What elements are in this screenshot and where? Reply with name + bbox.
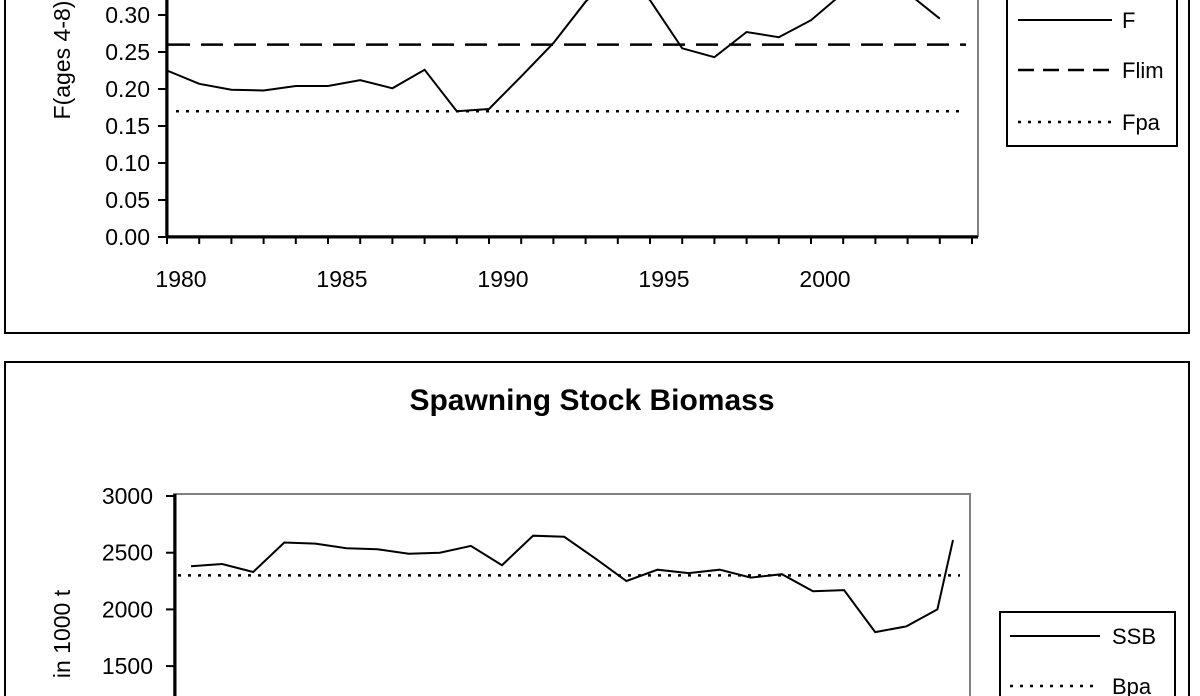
- y-tick-label: 0.00: [105, 224, 150, 250]
- y-tick-label: 0.20: [105, 76, 150, 102]
- legend-label-flim: Flim: [1122, 58, 1164, 83]
- y-tick-label: 0.15: [105, 113, 150, 139]
- x-tick-label: 1985: [316, 266, 367, 292]
- y-tick-label: 0.30: [105, 2, 150, 28]
- y-tick-label: 0.05: [105, 187, 150, 213]
- y-tick-label: 1500: [102, 653, 153, 679]
- y-axis-label-top: F(ages 4-8): [49, 1, 75, 120]
- x-tick-label: 1995: [638, 266, 689, 292]
- spawning-stock-biomass-chart: Spawning Stock Biomass 1500200025003000 …: [4, 361, 1190, 696]
- y-tick-label: 3000: [102, 483, 153, 509]
- legend-box-bottom: [999, 611, 1176, 696]
- legend-label-fpa: Fpa: [1122, 110, 1161, 135]
- y-tick-label: 2500: [102, 540, 153, 566]
- plot-area-top: [165, 0, 979, 237]
- legend-label-ssb: SSB: [1112, 624, 1156, 649]
- y-ticks-top: 0.00 0.05 0.10 0.15 0.20 0.25 0.30: [105, 2, 167, 250]
- y-tick-label: 0.10: [105, 150, 150, 176]
- chart-title-bottom: Spawning Stock Biomass: [409, 384, 774, 417]
- legend-top: F Flim Fpa: [1006, 0, 1178, 147]
- legend-box-top: [1006, 0, 1178, 147]
- plot-area-bottom: [173, 493, 971, 696]
- series-line-ssb: [190, 534, 954, 634]
- y-ticks-bottom: 1500 2000 2500 3000: [102, 483, 175, 679]
- y-tick-label: 2000: [102, 596, 153, 622]
- legend-label-f: F: [1122, 8, 1135, 33]
- x-tick-label: 1980: [155, 266, 206, 292]
- fishing-mortality-chart: 0.00 0.05 0.10 0.15 0.20 0.25 0.30 1980 1985 199…: [4, 0, 1190, 334]
- y-tick-label: 0.25: [105, 39, 150, 65]
- y-axis-label-bottom: in 1000 t: [49, 589, 75, 678]
- x-tick-label: 1990: [477, 266, 528, 292]
- legend-bottom: SSB Bpa: [999, 611, 1176, 696]
- series-line-f: [166, 0, 941, 113]
- x-ticks-top: 1980 1985 1990 1995 2000: [155, 237, 973, 292]
- x-tick-label: 2000: [799, 266, 850, 292]
- legend-label-bpa: Bpa: [1112, 674, 1152, 696]
